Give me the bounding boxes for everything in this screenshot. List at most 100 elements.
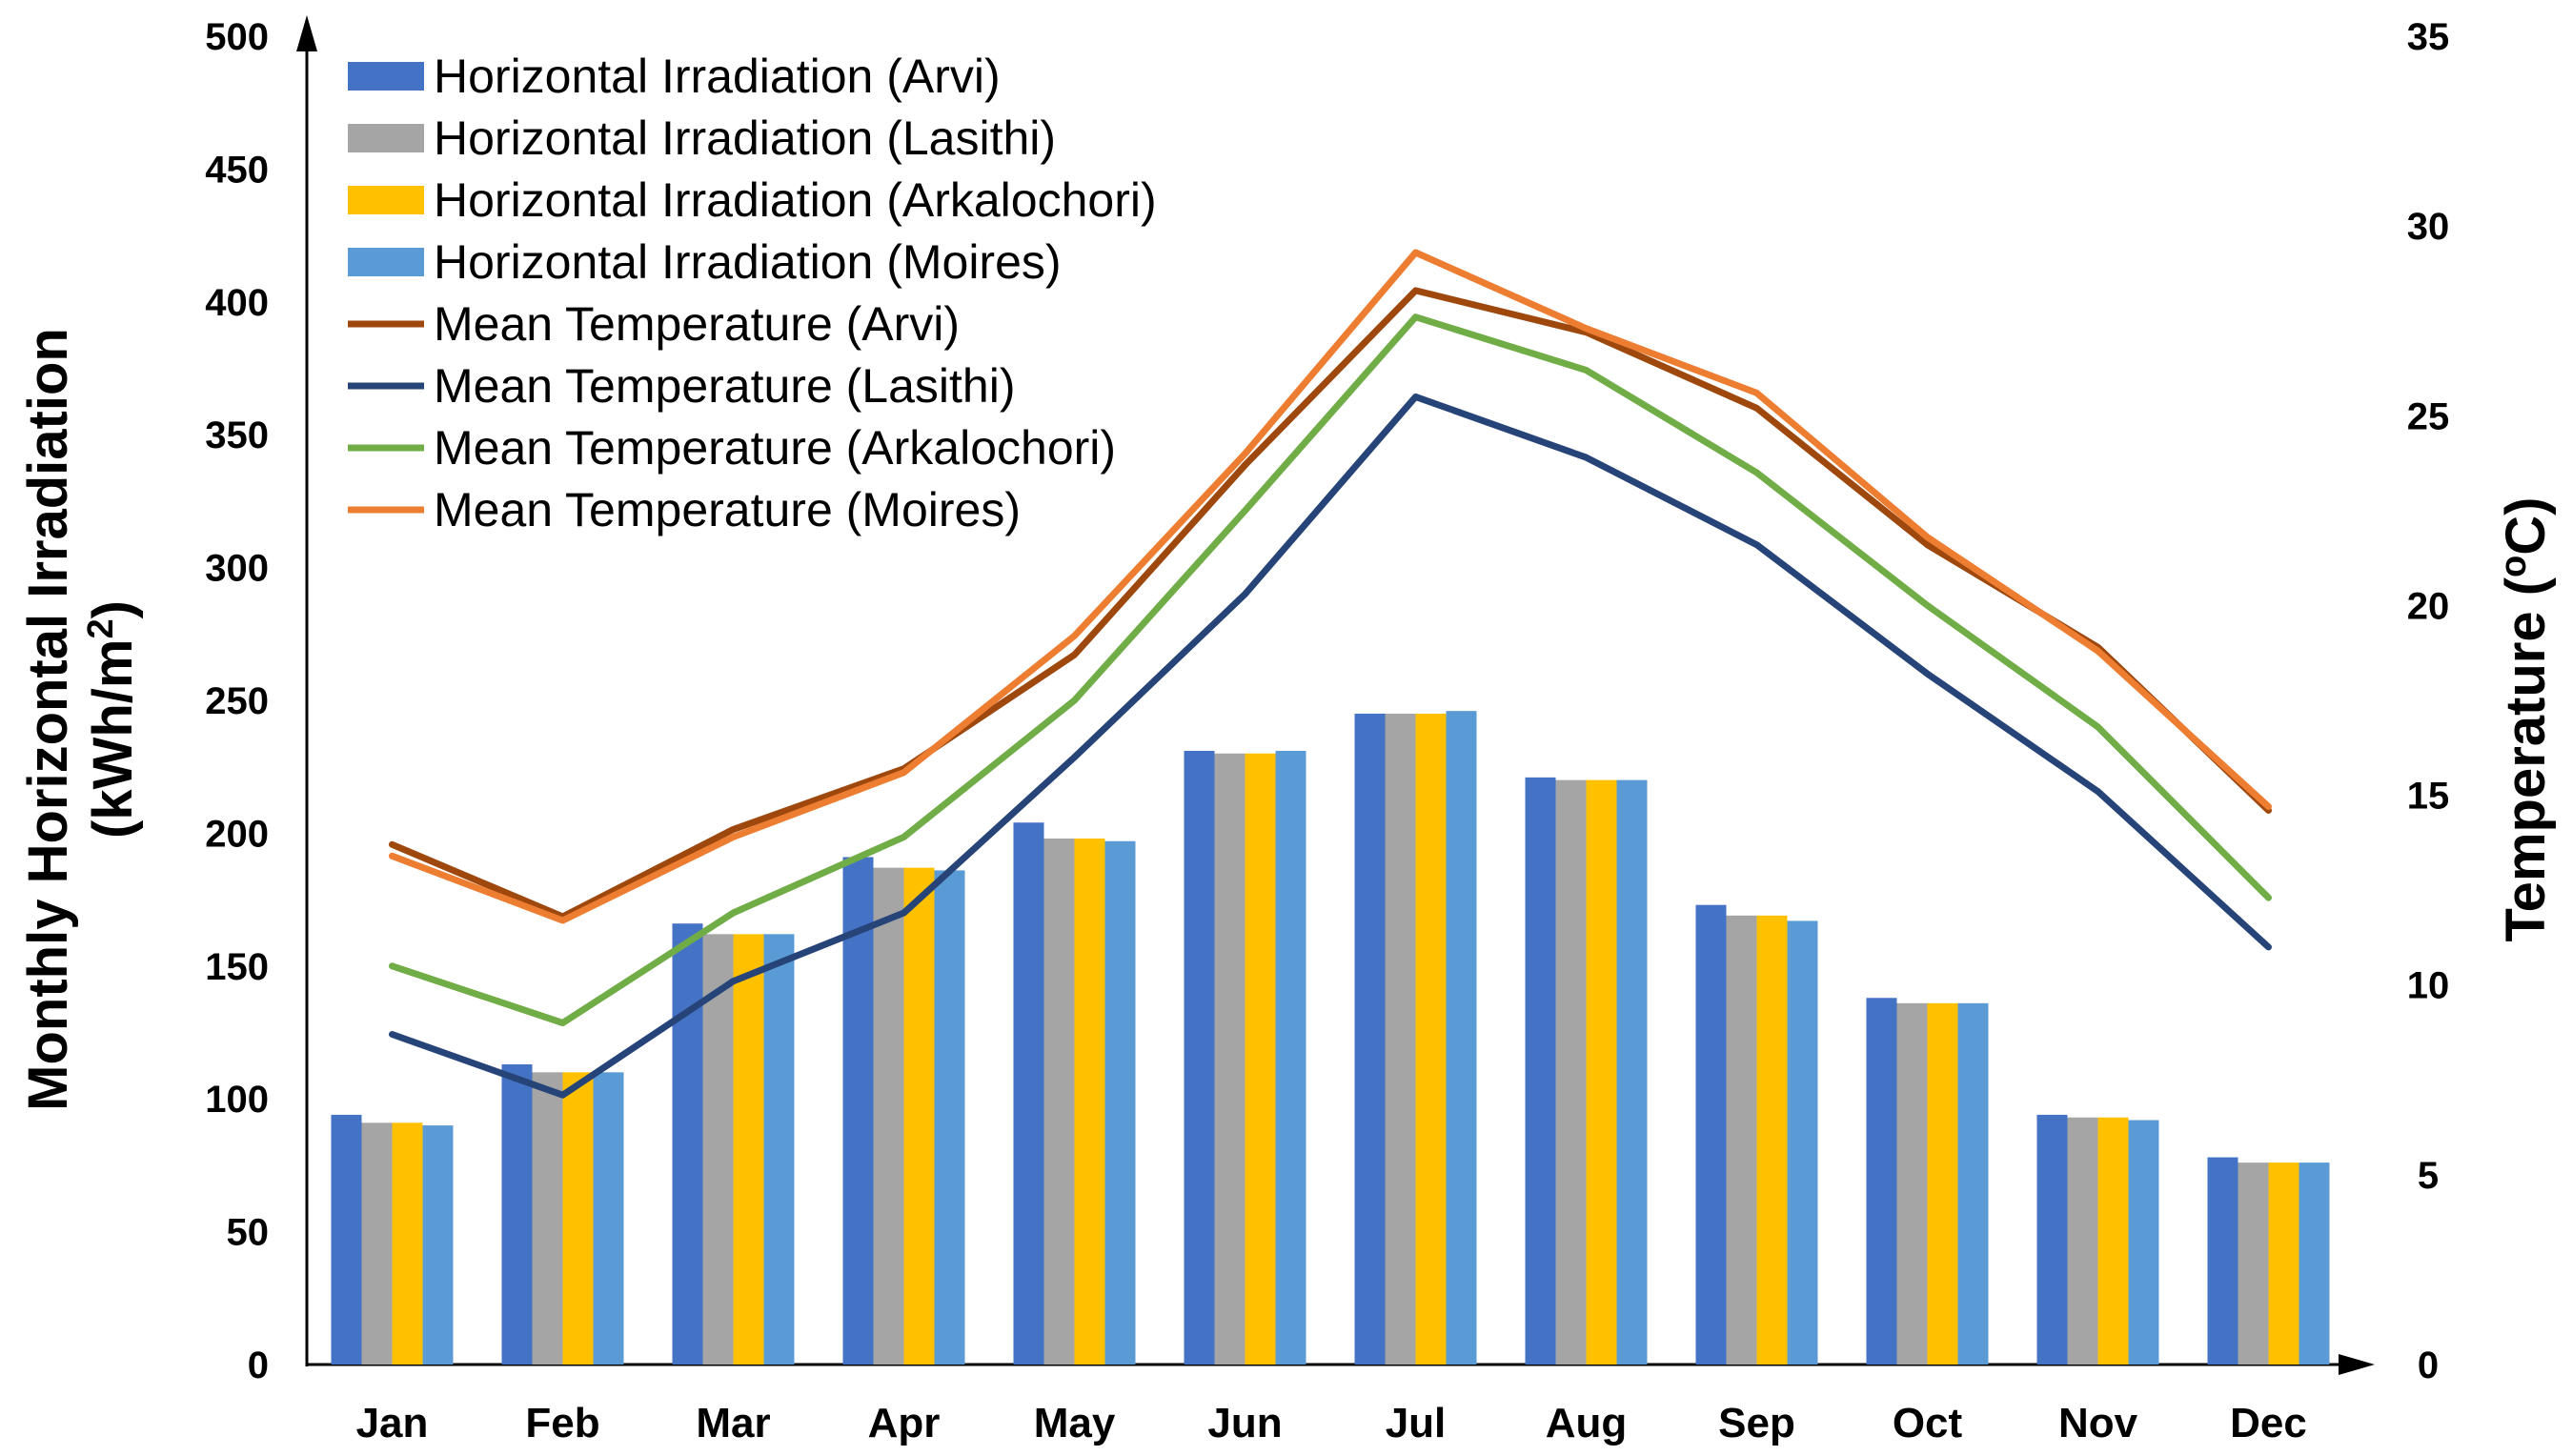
- x-tick-label: Nov: [2058, 1400, 2138, 1446]
- x-tick-label: Jan: [356, 1400, 429, 1446]
- y2-tick-label: 25: [2407, 395, 2450, 437]
- bar: [1695, 904, 1727, 1365]
- y-tick-label: 150: [205, 946, 269, 988]
- bar: [2299, 1163, 2330, 1365]
- y-tick-label: 0: [248, 1345, 269, 1386]
- bar: [1043, 838, 1075, 1365]
- y2-tick-label: 0: [2418, 1345, 2439, 1386]
- line-series-group: [389, 249, 2272, 1099]
- bar: [532, 1072, 563, 1365]
- bar: [1866, 998, 1897, 1365]
- legend-swatch: [348, 186, 424, 214]
- x-tick-label: Jul: [1386, 1400, 1447, 1446]
- bar: [1415, 713, 1447, 1365]
- y-tick-label: 450: [205, 149, 269, 191]
- legend-label: Mean Temperature (Arvi): [434, 297, 960, 351]
- bar: [331, 1114, 362, 1365]
- bar: [1756, 915, 1788, 1365]
- legend-swatch: [348, 248, 424, 276]
- bar: [593, 1072, 624, 1365]
- bar: [903, 867, 935, 1365]
- x-tick-label: Sep: [1718, 1400, 1795, 1446]
- x-tick-label: May: [1034, 1400, 1116, 1446]
- bar: [1275, 750, 1306, 1365]
- bar: [2207, 1157, 2238, 1365]
- bar: [1957, 1002, 1989, 1365]
- bar: [2036, 1114, 2068, 1365]
- x-tick-label: Feb: [525, 1400, 599, 1446]
- bar: [733, 934, 764, 1365]
- bar: [2067, 1117, 2098, 1365]
- legend-label: Mean Temperature (Moires): [434, 483, 1021, 536]
- legend-swatch: [348, 62, 424, 91]
- bar: [1184, 750, 1215, 1365]
- bar: [702, 934, 734, 1365]
- legend-label: Mean Temperature (Lasithi): [434, 359, 1015, 413]
- legend-label: Horizontal Irradiation (Lasithi): [434, 111, 1056, 165]
- legend-label: Horizontal Irradiation (Arkalochori): [434, 173, 1157, 227]
- x-tick-label: Apr: [868, 1400, 941, 1446]
- legend-label: Horizontal Irradiation (Moires): [434, 235, 1062, 289]
- y-tick-label: 50: [227, 1212, 270, 1254]
- bar: [2268, 1163, 2299, 1365]
- y-tick-label: 500: [205, 16, 269, 58]
- bar: [1354, 713, 1386, 1365]
- bar: [361, 1122, 393, 1365]
- y2-axis-title: Temperature (oC): [2494, 497, 2557, 942]
- bar: [562, 1072, 594, 1365]
- y-axis-unit: (kWh/m2): [81, 600, 144, 839]
- x-tick-label: Aug: [1546, 1400, 1628, 1446]
- x-tick-label: Dec: [2230, 1400, 2307, 1446]
- y2-tick-label: 35: [2407, 16, 2450, 58]
- bar: [2097, 1117, 2129, 1365]
- x-tick-label: Oct: [1893, 1400, 1963, 1446]
- bar: [392, 1122, 423, 1365]
- y-tick-label: 200: [205, 813, 269, 855]
- series-line: [389, 313, 2272, 1026]
- y-tick-label: 250: [205, 680, 269, 722]
- bar: [763, 934, 795, 1365]
- bar: [1245, 753, 1276, 1365]
- bar: [842, 857, 874, 1365]
- bar: [2238, 1163, 2269, 1365]
- bar: [1555, 779, 1587, 1365]
- y2-tick-label: 10: [2407, 965, 2450, 1007]
- bar: [501, 1063, 533, 1365]
- bar: [1385, 713, 1416, 1365]
- y2-tick-label: 20: [2407, 585, 2450, 627]
- x-axis-arrow: [2339, 1354, 2375, 1375]
- series-line: [389, 249, 2272, 924]
- bar: [1896, 1002, 1928, 1365]
- legend-swatch: [348, 124, 424, 152]
- y-axis-arrow: [296, 15, 317, 51]
- bar: [422, 1125, 454, 1365]
- bar: [873, 867, 904, 1365]
- bar: [1586, 779, 1617, 1365]
- tick-labels: 0 50 100 150 200 250 300 350 400 450 500 0 5 10 15 20 25…: [205, 16, 2449, 1446]
- bar: [1446, 711, 1477, 1365]
- y-tick-label: 100: [205, 1079, 269, 1121]
- bar: [1616, 779, 1648, 1365]
- bar: [1013, 822, 1044, 1365]
- x-tick-label: Mar: [696, 1400, 770, 1446]
- y2-tick-label: 5: [2418, 1155, 2439, 1197]
- legend: Horizontal Irradiation (Arvi) Horizontal …: [348, 50, 1157, 536]
- bar: [1927, 1002, 1958, 1365]
- y-tick-label: 350: [205, 415, 269, 456]
- bar: [934, 870, 965, 1365]
- bar-series-group: [331, 711, 2330, 1365]
- y-tick-label: 300: [205, 548, 269, 590]
- series-line: [389, 287, 2272, 920]
- axes: [296, 15, 2375, 1375]
- bar: [1525, 777, 1556, 1365]
- bar: [1787, 920, 1818, 1365]
- x-tick-label: Jun: [1207, 1400, 1282, 1446]
- bar: [672, 923, 703, 1365]
- y2-tick-label: 15: [2407, 776, 2450, 818]
- y-tick-label: 400: [205, 282, 269, 324]
- y-axis-title: Monthly Horizontal Irradiation: [17, 328, 79, 1111]
- y2-tick-label: 30: [2407, 206, 2450, 248]
- legend-label: Mean Temperature (Arkalochori): [434, 421, 1116, 475]
- bar: [1104, 840, 1136, 1365]
